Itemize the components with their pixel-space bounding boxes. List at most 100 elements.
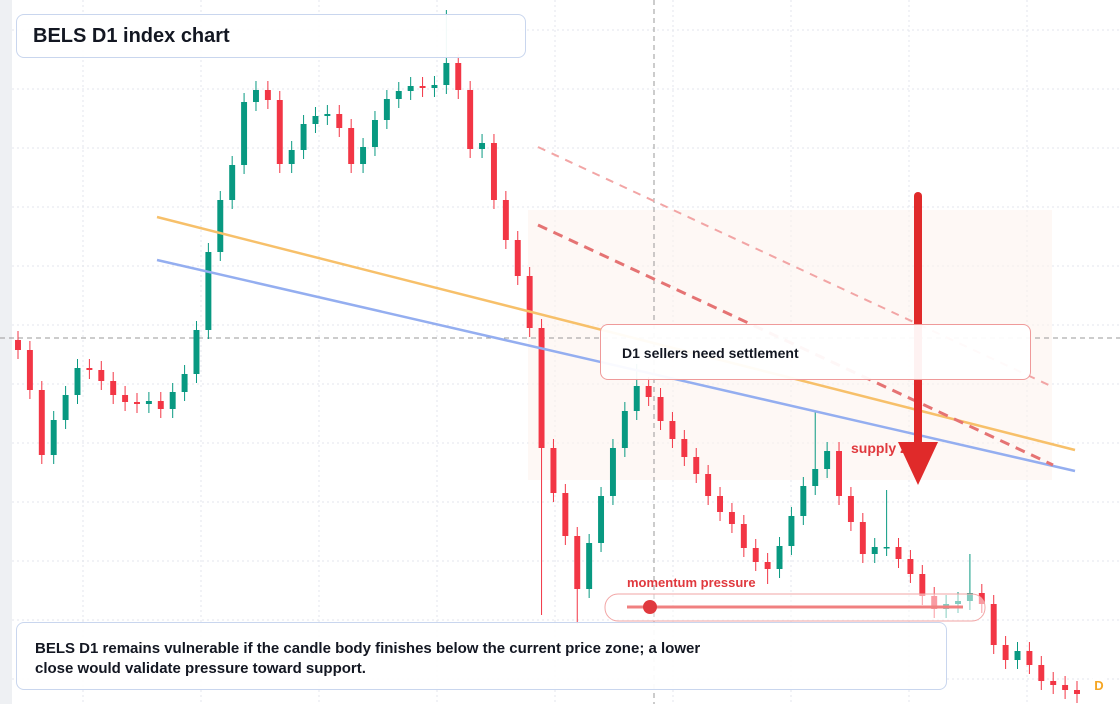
candle-body — [26, 350, 33, 390]
candle-body — [907, 559, 914, 574]
candle-body — [776, 546, 783, 569]
candle-body — [1038, 665, 1045, 681]
candle-body — [229, 165, 236, 200]
candle-body — [490, 143, 497, 200]
candle-body — [681, 439, 688, 457]
candle-body — [645, 386, 652, 397]
candle-body — [312, 116, 319, 124]
candle-body — [479, 143, 486, 149]
candle-body — [574, 536, 581, 589]
candle-body — [609, 448, 616, 496]
candle-body — [253, 90, 259, 102]
candle-body — [1074, 690, 1080, 694]
candle-body — [919, 574, 926, 596]
candle-body — [98, 370, 105, 381]
badge: D — [1094, 678, 1103, 693]
candle-body — [467, 90, 474, 149]
dashed-line-faint — [537, 146, 1054, 388]
candle-body — [134, 402, 140, 404]
momentum-dot — [643, 600, 657, 614]
candle-body — [526, 276, 533, 328]
candle-body — [764, 562, 771, 569]
candle-body — [110, 381, 117, 395]
candle-body — [883, 547, 890, 549]
candle-body — [443, 63, 450, 85]
candle-body — [1002, 645, 1009, 660]
candle-body — [50, 420, 57, 455]
candle-body — [871, 547, 878, 554]
candle-body — [86, 368, 93, 370]
candle-body — [800, 486, 807, 516]
candle-body — [740, 524, 747, 548]
candle-body — [193, 330, 200, 374]
candle-body — [788, 516, 795, 546]
candle-body — [205, 252, 212, 330]
candle-body — [717, 496, 724, 512]
candle-body — [538, 328, 545, 448]
candle-body — [1050, 681, 1057, 685]
candle-body — [169, 392, 176, 409]
candle-body — [217, 200, 224, 252]
candle-body — [371, 120, 378, 147]
candle-body — [824, 451, 831, 469]
candle-body — [324, 114, 331, 116]
candle-body — [812, 469, 819, 486]
candle-body — [836, 451, 842, 496]
candle-body — [348, 128, 355, 164]
note: BELS D1 remains vulnerable if the candle… — [35, 640, 701, 677]
candle-body — [859, 522, 866, 554]
candle-body — [562, 493, 569, 536]
candle-body — [122, 395, 129, 402]
candle-body — [288, 150, 295, 164]
candle-body — [360, 147, 367, 164]
candle-body — [431, 85, 438, 88]
candle-body — [1026, 651, 1033, 665]
candle-body — [455, 63, 462, 90]
candle-body — [728, 512, 735, 524]
candle-body — [300, 124, 307, 150]
candle-body — [181, 374, 188, 392]
candle-body — [693, 457, 700, 474]
candle-body — [633, 386, 640, 411]
candle-body — [669, 421, 676, 439]
callout: D1 sellers need settlement — [622, 345, 799, 361]
candle-body — [157, 401, 164, 409]
candle-body — [336, 114, 343, 128]
candle-body — [990, 604, 997, 645]
note-box: BELS D1 remains vulnerable if the candle… — [16, 622, 947, 690]
candle-body — [514, 240, 521, 276]
callout-box: D1 sellers need settlement — [600, 324, 1031, 380]
candle-body — [62, 395, 69, 420]
title-box: BELS D1 index chart — [16, 14, 526, 58]
candle-body — [15, 340, 21, 350]
arrow-head — [898, 442, 938, 485]
candle-body — [598, 496, 605, 543]
badge-bg — [1090, 676, 1108, 694]
candle-body — [586, 543, 593, 589]
candle-body — [705, 474, 712, 496]
candle-body — [145, 401, 152, 404]
chart-title: BELS D1 index chart — [33, 25, 230, 47]
candle-body — [621, 411, 628, 448]
candle-body — [847, 496, 854, 522]
left-edge — [0, 0, 12, 704]
candle-body — [407, 86, 414, 91]
candle-body — [752, 548, 759, 562]
candle-body — [657, 397, 664, 421]
candle-body — [276, 100, 283, 164]
candle-body — [502, 200, 509, 240]
candle-body — [1014, 651, 1021, 660]
candle-body — [1062, 685, 1069, 690]
momentum-label: momentum pressure — [627, 575, 756, 590]
candle-body — [895, 547, 902, 559]
candle-body — [383, 99, 390, 120]
candle-body — [419, 86, 426, 88]
candle-body — [395, 91, 402, 99]
dashed-line — [537, 223, 1054, 467]
candle-body — [241, 102, 248, 165]
candle-body — [550, 448, 557, 493]
candle-body — [38, 390, 45, 455]
candle-body — [74, 368, 81, 395]
candle-body — [264, 90, 271, 100]
